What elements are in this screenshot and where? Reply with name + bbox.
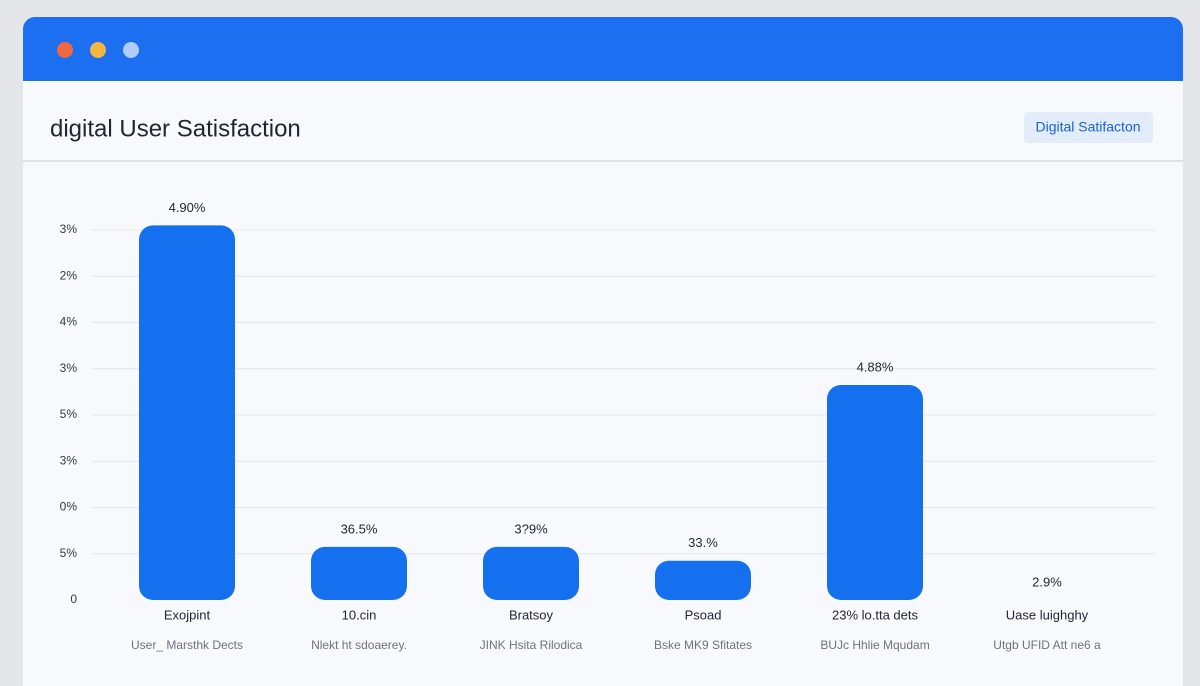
button[interactable] (1024, 112, 1153, 143)
bar (139, 225, 235, 600)
x-sublabel: Utgb UFID Att ne6 a (993, 638, 1101, 652)
window-dot[interactable] (57, 42, 73, 58)
x-sublabel: User_ Marsthk Dects (131, 638, 243, 652)
bar (655, 560, 751, 600)
value-label: 4.88% (857, 359, 894, 374)
y-tick-label: 2% (60, 268, 78, 282)
x-tick-label: Exojpint (164, 607, 211, 622)
x-tick-label: Bratsoy (509, 607, 554, 622)
value-label: 2.9% (1032, 574, 1062, 589)
y-tick-label: 3% (60, 453, 78, 467)
bar (311, 546, 407, 600)
window-dot[interactable] (90, 42, 106, 58)
value-label: 36.5% (341, 521, 378, 536)
title-bar (23, 17, 1183, 81)
page-title: digital User Satisfaction (50, 115, 301, 142)
x-sublabel: JINK Hsita Rilodica (480, 638, 583, 652)
y-tick-label: 0 (70, 592, 77, 606)
x-tick-label: Psoad (685, 607, 722, 622)
y-tick-label: 5% (60, 407, 78, 421)
value-label: 4.90% (169, 200, 206, 215)
x-tick-label: 10.cin (342, 607, 377, 622)
x-sublabel: BUJc Hhlie Mqudam (820, 638, 929, 652)
y-tick-label: 3% (60, 222, 78, 236)
window-dot[interactable] (123, 42, 139, 58)
bar (827, 384, 923, 600)
x-tick-label: 23% lo.tta dets (832, 607, 918, 622)
y-tick-label: 5% (60, 546, 78, 560)
x-sublabel: Nlekt ht sdoaerey. (311, 638, 407, 652)
value-label: 3?9% (514, 521, 548, 536)
y-tick-label: 3% (60, 361, 78, 375)
x-tick-label: Uase luighghy (1006, 607, 1089, 622)
bar (483, 546, 579, 600)
button-label[interactable]: Digital Satifacton (1035, 119, 1140, 135)
y-tick-label: 4% (60, 315, 78, 329)
y-tick-label: 0% (60, 500, 78, 514)
value-label: 33.% (688, 535, 718, 550)
x-sublabel: Bske MK9 Sfitates (654, 638, 752, 652)
